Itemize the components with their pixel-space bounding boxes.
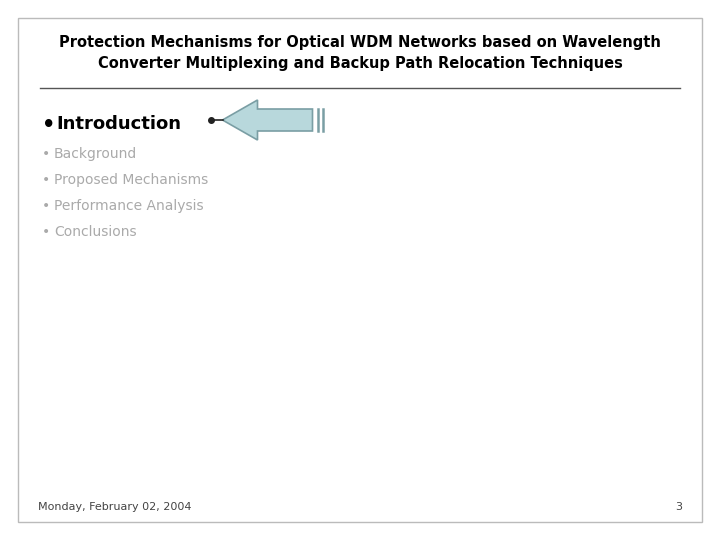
Text: Monday, February 02, 2004: Monday, February 02, 2004 <box>38 502 192 512</box>
Text: •: • <box>42 147 50 161</box>
Text: Background: Background <box>54 147 138 161</box>
Text: 3: 3 <box>675 502 682 512</box>
Text: •: • <box>42 199 50 213</box>
Text: Proposed Mechanisms: Proposed Mechanisms <box>54 173 208 187</box>
Text: •: • <box>42 225 50 239</box>
Polygon shape <box>222 100 312 140</box>
Text: Protection Mechanisms for Optical WDM Networks based on Wavelength
Converter Mul: Protection Mechanisms for Optical WDM Ne… <box>59 35 661 71</box>
Text: •: • <box>42 115 55 135</box>
Text: Conclusions: Conclusions <box>54 225 137 239</box>
Text: Introduction: Introduction <box>56 115 181 133</box>
Text: Performance Analysis: Performance Analysis <box>54 199 204 213</box>
Text: •: • <box>42 173 50 187</box>
